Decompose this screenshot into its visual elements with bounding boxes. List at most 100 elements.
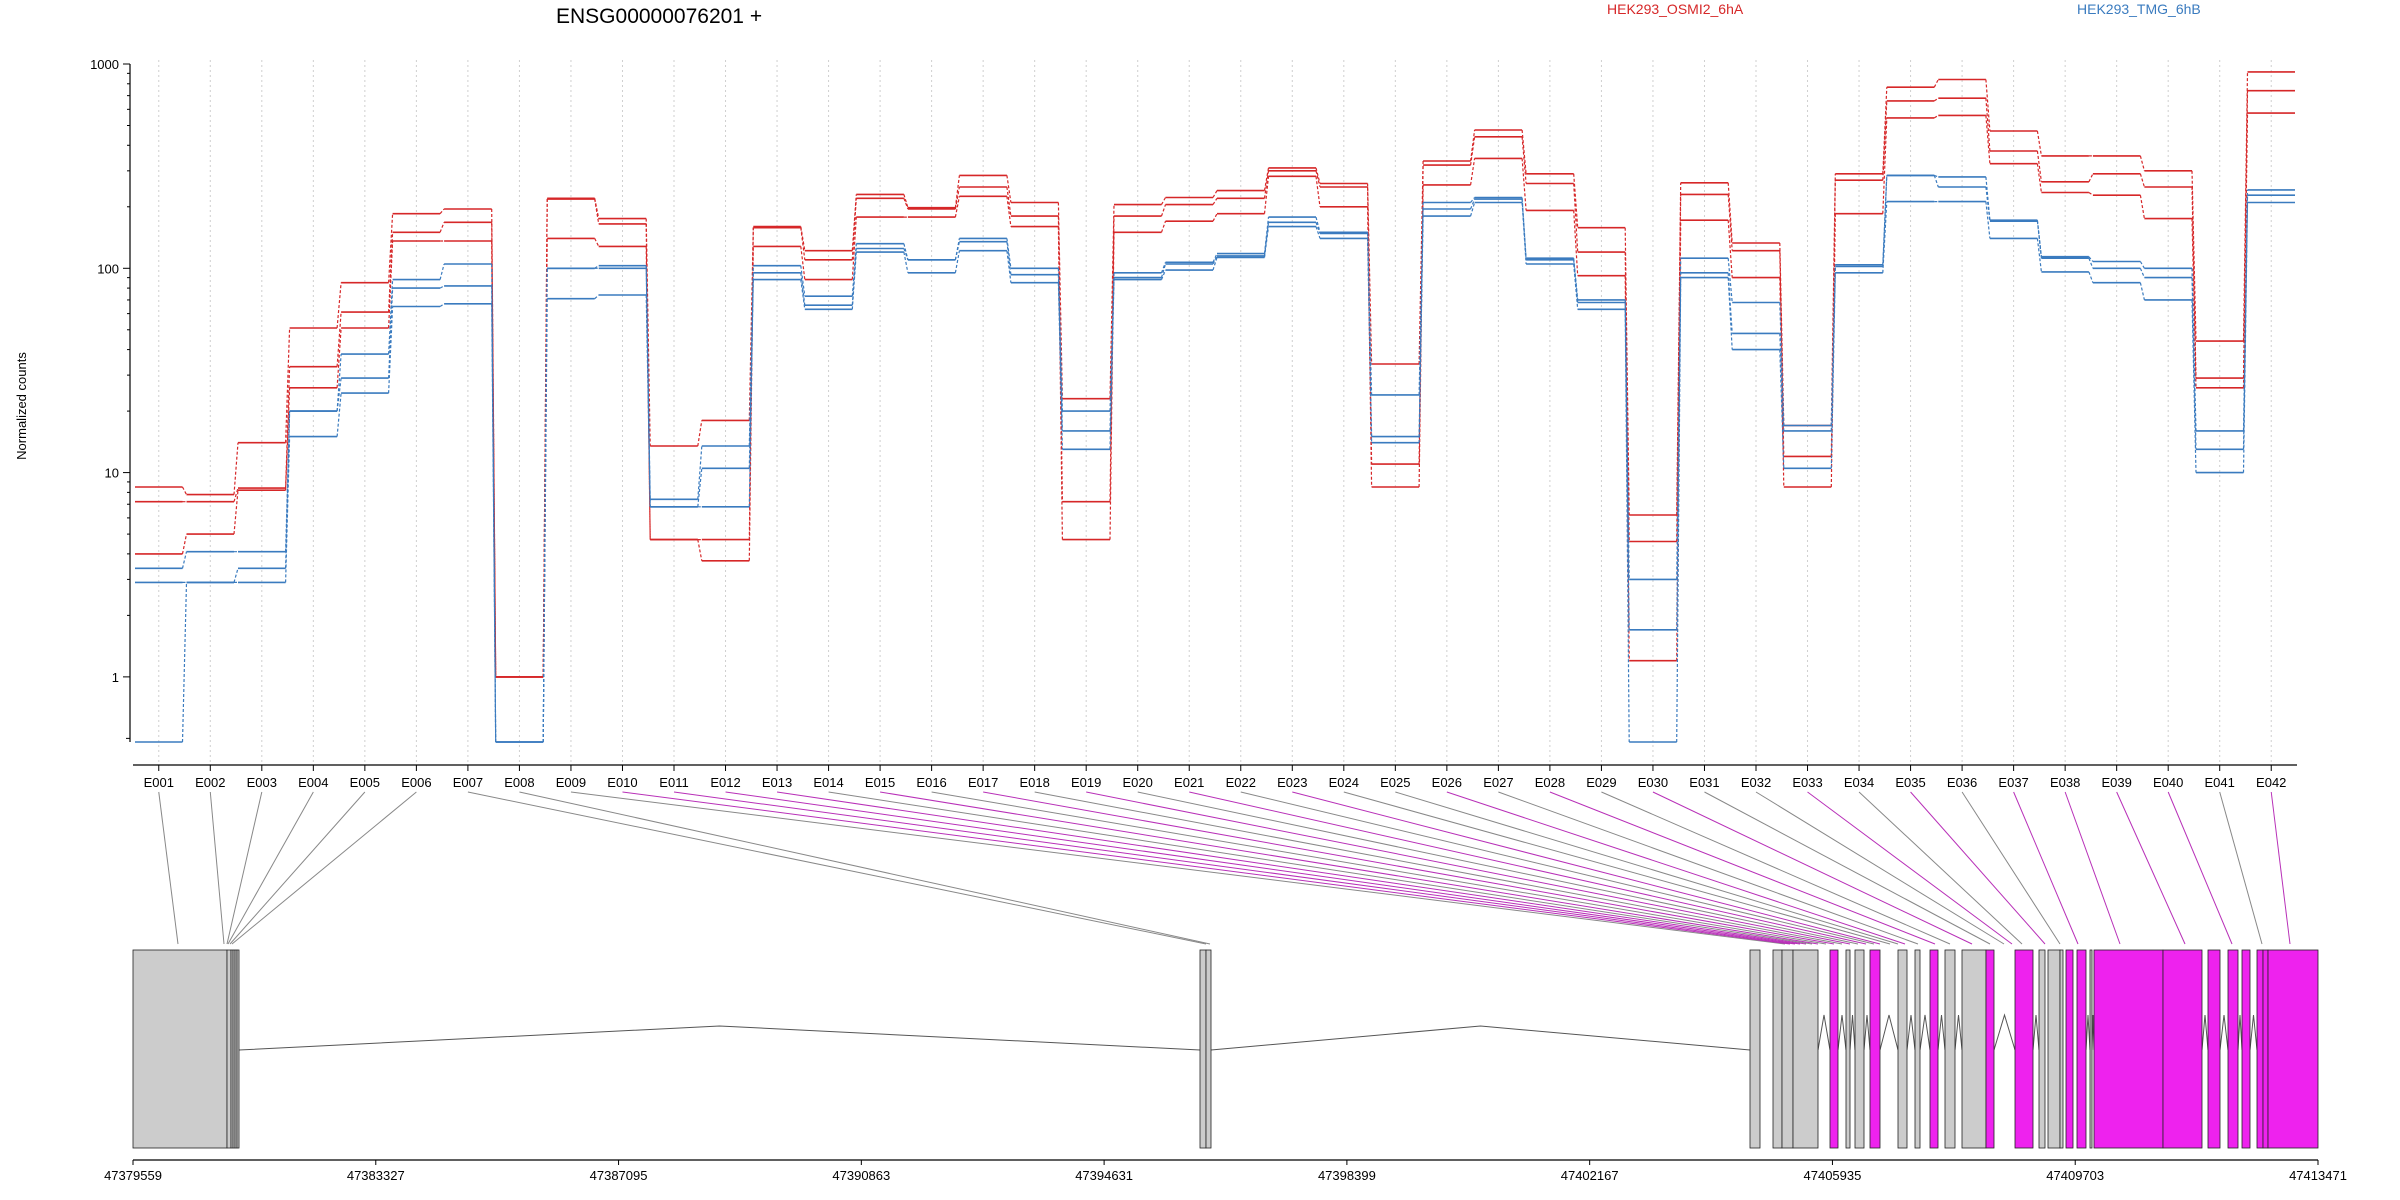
x-tick-label: E032 [1741, 775, 1771, 790]
exon-differential [2065, 949, 2074, 1149]
exon-connector [1807, 791, 2013, 945]
x-tick-label: E024 [1329, 775, 1359, 790]
x-tick-label: E023 [1277, 775, 1307, 790]
exon-connector [931, 791, 1827, 945]
series-connector [181, 71, 2249, 677]
x-tick-label: E012 [710, 775, 740, 790]
y-tick-label: 1 [112, 670, 119, 685]
exon-connector [2219, 791, 2263, 945]
exon-constitutive [1772, 949, 1783, 1149]
exon-connector [1137, 791, 1859, 945]
intron-line [1954, 1014, 1963, 1051]
exon-constitutive [236, 949, 240, 1149]
exon-connector [231, 791, 417, 945]
coord-tick-label: 47413471 [2289, 1168, 2347, 1183]
coord-tick-label: 47383327 [347, 1168, 405, 1183]
exon-differential [2162, 949, 2203, 1149]
exon-connector [1549, 791, 1936, 945]
x-tick-label: E004 [298, 775, 328, 790]
exon-connector [776, 791, 1807, 945]
x-tick-label: E015 [865, 775, 895, 790]
x-tick-label: E001 [144, 775, 174, 790]
x-tick-label: E014 [813, 775, 843, 790]
intron-line [2201, 1014, 2209, 1051]
exon-connector [2116, 791, 2186, 945]
y-tick-label: 100 [97, 261, 119, 276]
exon-constitutive [1854, 949, 1865, 1149]
intron-line [2219, 1014, 2229, 1051]
y-tick-label: 1000 [90, 57, 119, 72]
exon-connector [1910, 791, 2046, 945]
x-tick-label: E021 [1174, 775, 1204, 790]
series-line [135, 200, 2295, 743]
exon-constitutive [2059, 949, 2064, 1149]
x-tick-label: E037 [1998, 775, 2028, 790]
exon-constitutive [1205, 949, 1212, 1149]
exon-differential [1829, 949, 1839, 1149]
x-tick-label: E020 [1123, 775, 1153, 790]
intron-line [1879, 1014, 1899, 1051]
exon-connector [1292, 791, 1881, 945]
x-tick-label: E022 [1226, 775, 1256, 790]
exon-connector [880, 791, 1819, 945]
exon-connector [1086, 791, 1851, 945]
x-tick-label: E008 [504, 775, 534, 790]
exon-constitutive [1792, 949, 1819, 1149]
exon-constitutive [1944, 949, 1956, 1149]
gene-title: ENSG00000076201 + [556, 5, 762, 28]
x-tick-label: E036 [1947, 775, 1977, 790]
x-tick-label: E007 [453, 775, 483, 790]
exon-connector [229, 791, 366, 945]
coord-tick-label: 47394631 [1075, 1168, 1133, 1183]
exon-differential [2267, 949, 2319, 1149]
exon-connector [622, 791, 1791, 945]
exon-constitutive [2089, 949, 2093, 1149]
intron-line [1863, 1014, 1871, 1051]
x-tick-label: E030 [1638, 775, 1668, 790]
coord-tick-label: 47402167 [1561, 1168, 1619, 1183]
x-tick-label: E039 [2101, 775, 2131, 790]
exon-constitutive [1199, 949, 1207, 1149]
exon-connector [1652, 791, 1973, 945]
exon-connector [2013, 791, 2079, 945]
x-tick-label: E034 [1844, 775, 1874, 790]
exon-differential [2093, 949, 2164, 1149]
exon-connector [1601, 791, 1951, 945]
exon-constitutive [2038, 949, 2046, 1149]
x-tick-label: E010 [607, 775, 637, 790]
series-line [135, 71, 2295, 678]
x-tick-label: E009 [556, 775, 586, 790]
exon-connector [1704, 791, 1991, 945]
exon-connector [209, 791, 225, 945]
exon-constitutive [1897, 949, 1908, 1149]
coord-tick-label: 47379559 [104, 1168, 162, 1183]
exon-connector [570, 791, 1786, 945]
x-tick-label: E033 [1792, 775, 1822, 790]
x-tick-label: E018 [1019, 775, 1049, 790]
exon-connector [1240, 791, 1875, 945]
exon-connector [2167, 791, 2233, 945]
intron-line [1837, 1014, 1847, 1051]
exon-constitutive [132, 949, 228, 1149]
x-tick-label: E019 [1071, 775, 1101, 790]
intron-line [2032, 1014, 2040, 1051]
x-tick-label: E028 [1535, 775, 1565, 790]
x-tick-label: E016 [916, 775, 946, 790]
exon-constitutive [226, 949, 232, 1149]
exon-connector [1446, 791, 1906, 945]
exon-differential [1869, 949, 1881, 1149]
exon-connector [226, 791, 263, 945]
exon-constitutive [2047, 949, 2061, 1149]
exon-connector [1343, 791, 1891, 945]
exon-constitutive [1781, 949, 1794, 1149]
intron-line [2237, 1014, 2243, 1051]
x-tick-label: E006 [401, 775, 431, 790]
x-tick-label: E040 [2153, 775, 2183, 790]
exon-connector [2270, 791, 2291, 945]
x-tick-label: E029 [1586, 775, 1616, 790]
coord-tick-label: 47409703 [2046, 1168, 2104, 1183]
intron-line [1849, 1014, 1856, 1051]
exon-differential [2014, 949, 2034, 1149]
x-tick-label: E002 [195, 775, 225, 790]
